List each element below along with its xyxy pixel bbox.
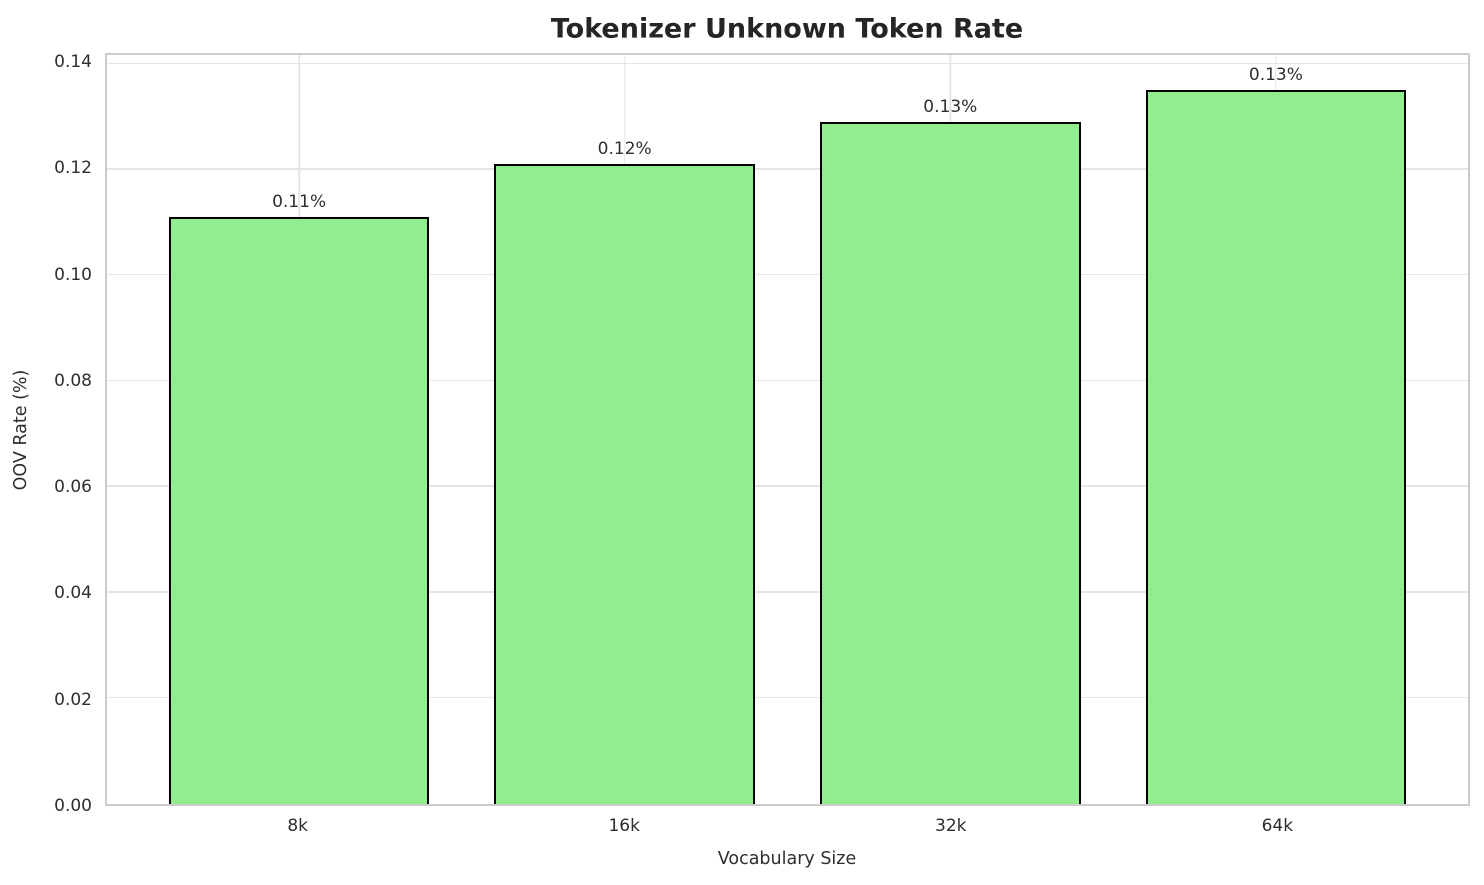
y-axis-tick-labels: 0.00 0.02 0.04 0.06 0.08 0.10 0.12 0.14 <box>0 52 92 816</box>
ytick-label: 0.10 <box>54 264 92 285</box>
x-axis-label: Vocabulary Size <box>717 849 857 869</box>
x-axis-tick-labels: 8k 16k 32k 64k <box>105 816 1470 840</box>
chart-title: Tokenizer Unknown Token Rate <box>550 13 1024 45</box>
bar-value-label: 0.13% <box>923 97 978 118</box>
bar-value-label: 0.13% <box>1248 65 1303 86</box>
bar-8k <box>168 217 430 804</box>
ytick-label: 0.04 <box>54 583 92 604</box>
h-gridline <box>107 273 1468 276</box>
h-gridline <box>107 696 1468 699</box>
h-gridline <box>107 62 1468 64</box>
bar-16k <box>494 164 755 804</box>
xtick-label-32k: 32k <box>935 816 967 836</box>
ytick-label: 0.06 <box>54 477 92 498</box>
xtick-label-64k: 64k <box>1261 816 1294 836</box>
ytick-label: 0.12 <box>54 158 92 179</box>
h-gridline <box>107 379 1468 382</box>
h-gridline <box>107 591 1468 593</box>
h-gridline <box>107 168 1468 170</box>
bar-64k <box>1145 90 1407 804</box>
ytick-label: 0.02 <box>54 689 92 710</box>
ytick-label: 0.08 <box>54 370 92 391</box>
bar-value-label: 0.12% <box>597 139 652 160</box>
plot-area: 0.11% 0.12% 0.13% 0.13% <box>105 53 1470 806</box>
ytick-label: 0.14 <box>54 52 92 73</box>
h-gridline <box>107 485 1468 487</box>
bar-value-label: 0.11% <box>272 192 327 213</box>
bar-32k <box>820 122 1081 804</box>
xtick-label-16k: 16k <box>608 816 640 836</box>
xtick-label-8k: 8k <box>287 816 308 836</box>
ytick-label: 0.00 <box>54 796 92 816</box>
